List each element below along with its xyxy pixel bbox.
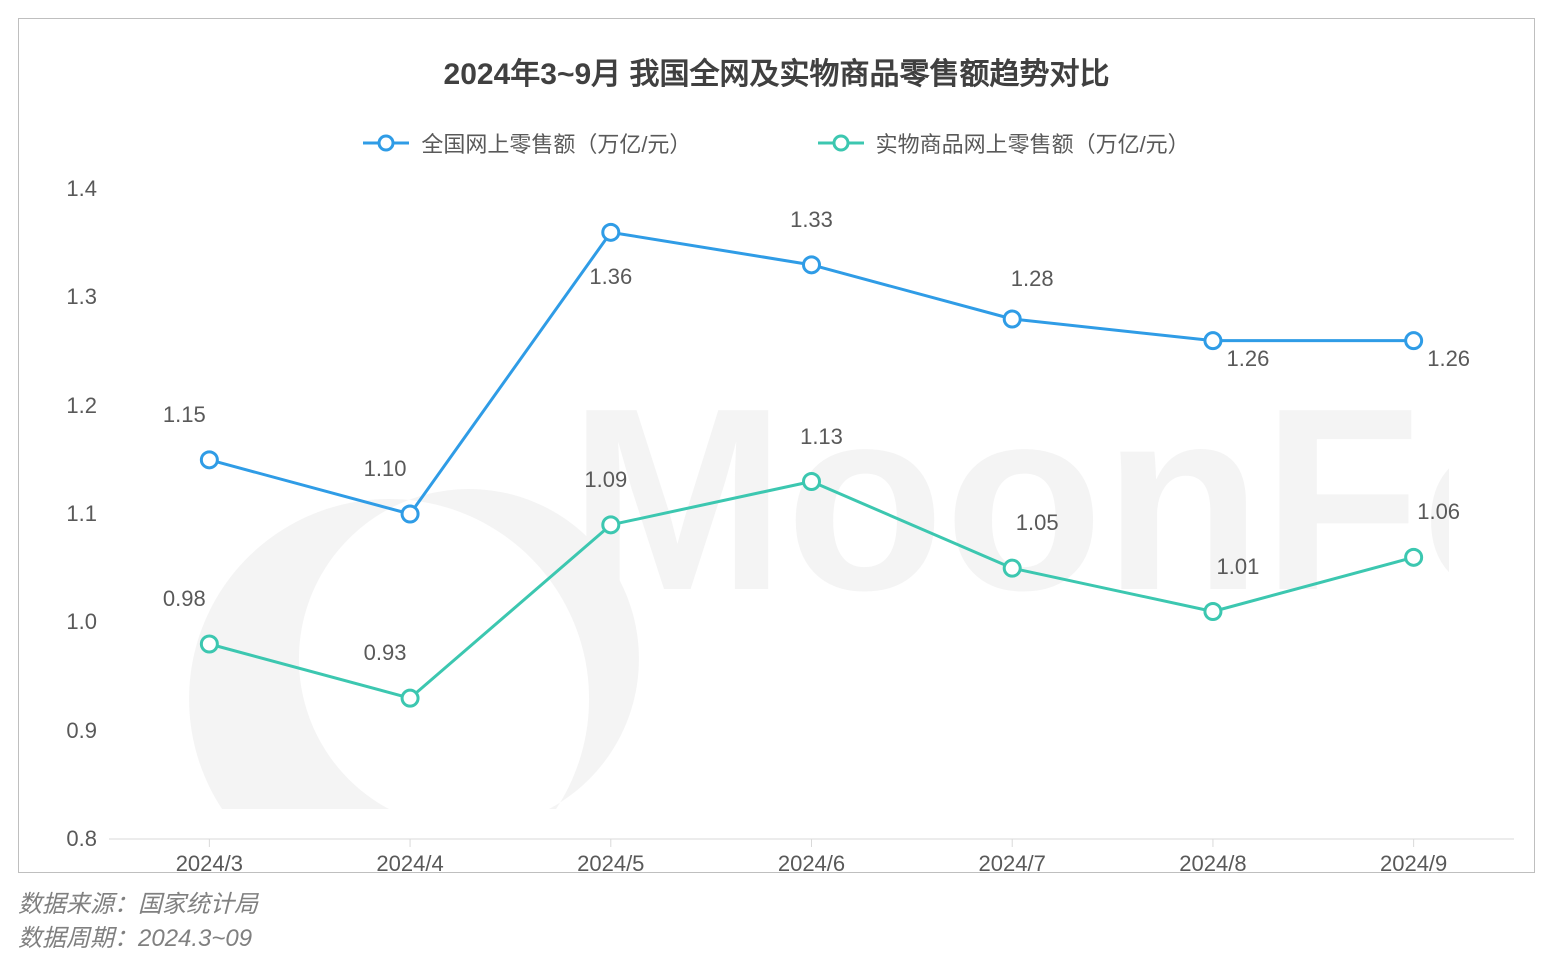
y-tick-label: 0.9 (66, 718, 97, 744)
plot-svg (109, 189, 1514, 839)
legend-swatch-series-0 (363, 131, 409, 155)
data-label-series-1: 1.05 (1016, 510, 1059, 536)
y-tick-label: 1.1 (66, 501, 97, 527)
footnote-source: 数据来源：国家统计局 (18, 884, 258, 919)
legend-item-series-1: 实物商品网上零售额（万亿/元） (818, 127, 1190, 159)
chart-title: 2024年3~9月 我国全网及实物商品零售额趋势对比 (19, 49, 1534, 93)
data-label-series-0: 1.26 (1227, 346, 1270, 372)
y-tick-label: 1.2 (66, 393, 97, 419)
data-label-series-1: 0.98 (163, 586, 206, 612)
y-tick-label: 1.4 (66, 176, 97, 202)
y-tick-label: 1.3 (66, 284, 97, 310)
data-label-series-0: 1.26 (1427, 346, 1470, 372)
x-tick-label: 2024/9 (1380, 851, 1447, 877)
x-tick-label: 2024/6 (778, 851, 845, 877)
legend-label-series-0: 全国网上零售额（万亿/元） (421, 127, 691, 159)
x-tick-label: 2024/5 (577, 851, 644, 877)
data-label-series-1: 0.93 (364, 640, 407, 666)
x-tick-label: 2024/3 (176, 851, 243, 877)
data-label-series-0: 1.10 (364, 456, 407, 482)
x-tick-label: 2024/8 (1179, 851, 1246, 877)
x-tick-label: 2024/4 (376, 851, 443, 877)
legend-swatch-series-1 (818, 131, 864, 155)
chart-frame: MoonFox 2024年3~9月 我国全网及实物商品零售额趋势对比 全国网上零… (18, 18, 1535, 873)
legend-label-series-1: 实物商品网上零售额（万亿/元） (876, 127, 1190, 159)
page: MoonFox 2024年3~9月 我国全网及实物商品零售额趋势对比 全国网上零… (0, 0, 1553, 957)
x-tick-label: 2024/7 (979, 851, 1046, 877)
data-label-series-0: 1.28 (1011, 266, 1054, 292)
data-label-series-1: 1.09 (584, 467, 627, 493)
data-label-series-1: 1.13 (800, 424, 843, 450)
data-label-series-1: 1.01 (1217, 554, 1260, 580)
data-label-series-0: 1.36 (589, 264, 632, 290)
data-label-series-0: 1.15 (163, 402, 206, 428)
plot-area: 0.80.91.01.11.21.31.42024/32024/42024/52… (109, 189, 1514, 839)
legend: 全国网上零售额（万亿/元） 实物商品网上零售额（万亿/元） (19, 127, 1534, 161)
legend-item-series-0: 全国网上零售额（万亿/元） (363, 127, 691, 159)
y-tick-label: 0.8 (66, 826, 97, 852)
y-tick-label: 1.0 (66, 609, 97, 635)
data-label-series-0: 1.33 (790, 207, 833, 233)
footnote-period: 数据周期：2024.3~09 (18, 918, 252, 953)
data-label-series-1: 1.06 (1417, 499, 1460, 525)
